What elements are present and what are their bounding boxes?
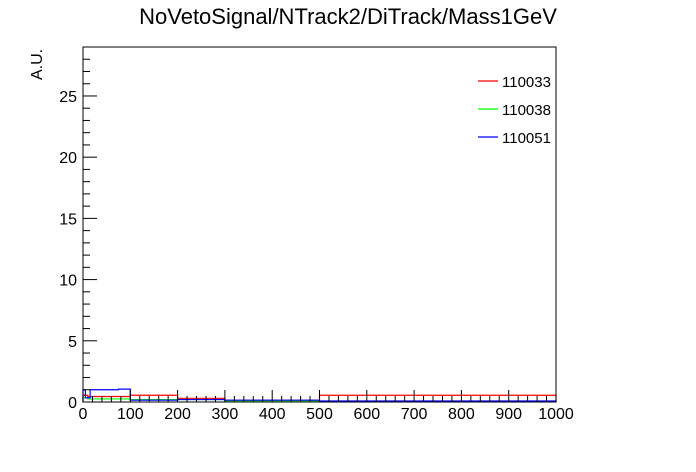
legend: 110033 110038 110051 <box>478 74 551 147</box>
y-tick-label: 0 <box>68 395 77 412</box>
y-tick-label: 15 <box>59 211 77 228</box>
plot-frame <box>82 46 557 403</box>
chart-title: NoVetoSignal/NTrack2/DiTrack/Mass1GeV <box>139 4 557 29</box>
y-tick-label: 25 <box>59 89 77 106</box>
y-tick-label: 10 <box>59 273 77 290</box>
y-tick-label: 5 <box>68 334 77 351</box>
x-tick-label: 800 <box>448 406 475 423</box>
x-tick-label: 700 <box>401 406 428 423</box>
x-tick-label: 1000 <box>538 406 574 423</box>
x-tick-label: 300 <box>212 406 239 423</box>
axis-ticks: 0 100 200 300 400 500 600 700 800 900 1000 0 5 10 15 20… <box>59 46 574 423</box>
x-tick-label: 900 <box>495 406 522 423</box>
legend-label-110038: 110038 <box>502 102 551 119</box>
x-tick-label: 0 <box>79 406 88 423</box>
x-tick-label: 100 <box>117 406 144 423</box>
legend-label-110033: 110033 <box>502 74 551 91</box>
x-tick-label: 200 <box>164 406 191 423</box>
x-tick-label: 400 <box>259 406 286 423</box>
x-tick-label: 500 <box>306 406 333 423</box>
x-tick-label: 600 <box>353 406 380 423</box>
y-tick-label: 20 <box>59 150 77 167</box>
legend-label-110051: 110051 <box>502 130 551 147</box>
y-axis-title: A.U. <box>29 49 46 80</box>
